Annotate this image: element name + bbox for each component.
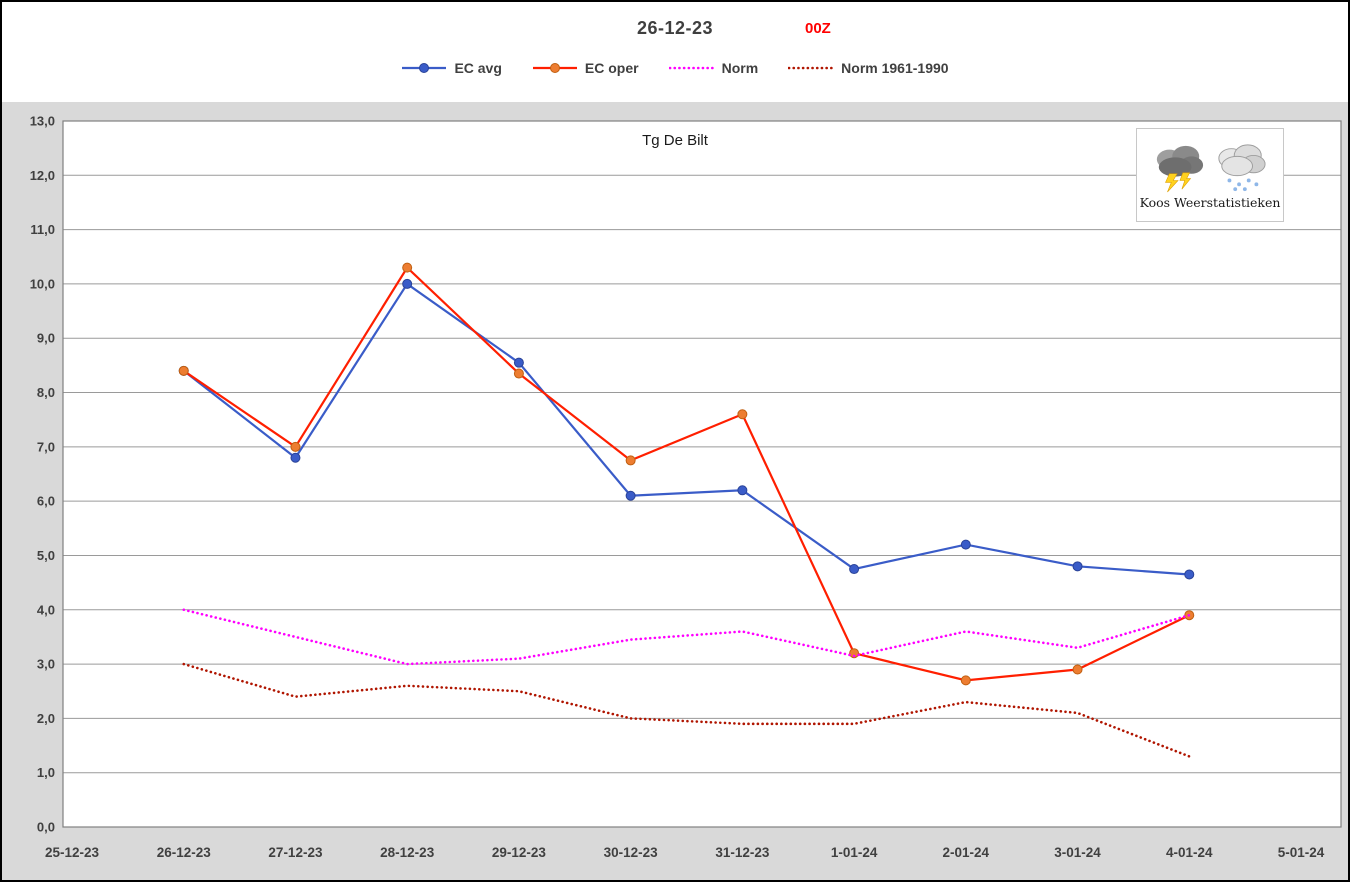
data-marker-ec-avg — [290, 452, 301, 463]
legend-sample-ec-oper — [532, 63, 577, 73]
y-tick-label: 1,0 — [37, 765, 55, 780]
data-marker-ec-oper — [513, 368, 524, 379]
x-tick-label: 27-12-23 — [268, 845, 323, 860]
y-tick-label: 13,0 — [30, 114, 55, 129]
x-tick-label: 4-01-24 — [1166, 845, 1213, 860]
legend-item-ec-avg: EC avg — [401, 60, 502, 76]
data-marker-ec-avg — [960, 539, 971, 550]
title-row: 26-12-23 00Z — [2, 2, 1348, 54]
data-marker-ec-oper — [178, 365, 189, 376]
data-marker-ec-avg — [1072, 561, 1083, 572]
logo-box: Koos Weerstatistieken — [1136, 128, 1284, 222]
x-tick-label: 1-01-24 — [831, 845, 878, 860]
data-marker-ec-avg — [402, 278, 413, 289]
x-tick-label: 30-12-23 — [604, 845, 659, 860]
y-tick-label: 11,0 — [30, 222, 55, 237]
x-tick-label: 2-01-24 — [943, 845, 990, 860]
series-line-norm-1961-1990 — [182, 662, 1191, 758]
y-tick-label: 4,0 — [37, 602, 55, 617]
x-tick-label: 5-01-24 — [1278, 845, 1325, 860]
legend-label-ec-avg: EC avg — [454, 60, 502, 76]
data-marker-ec-oper — [625, 455, 636, 466]
x-tick-label: 3-01-24 — [1054, 845, 1101, 860]
data-marker-ec-avg — [1184, 569, 1195, 580]
x-tick-label: 29-12-23 — [492, 845, 547, 860]
data-marker-ec-oper — [290, 441, 301, 452]
plot-border — [62, 120, 1342, 828]
chart-area: 0,0 1,0 2,0 3,0 4,0 5,0 6,0 7,0 8,0 9,0 10,0 11,0 12… — [2, 102, 1348, 880]
snow-cloud-icon — [1218, 143, 1266, 191]
series-line-ec-avg — [183, 282, 1190, 576]
y-tick-label: 9,0 — [37, 331, 55, 346]
y-tick-label: 2,0 — [37, 711, 55, 726]
legend-label-ec-oper: EC oper — [584, 60, 639, 76]
legend: EC avg EC oper Norm Norm 1961-1990 — [2, 54, 1348, 82]
x-tick-label: 31-12-23 — [715, 845, 770, 860]
logo-caption: Koos Weerstatistieken — [1139, 194, 1281, 210]
plot-background — [63, 121, 1341, 827]
legend-item-norm: Norm — [668, 60, 759, 76]
data-marker-ec-oper — [737, 409, 748, 420]
storm-cloud-icon — [1156, 145, 1204, 192]
y-tick-label: 0,0 — [37, 820, 55, 835]
data-marker-ec-oper — [849, 648, 860, 659]
data-marker-ec-avg — [513, 357, 524, 368]
legend-sample-norm — [668, 66, 715, 70]
y-tick-label: 10,0 — [30, 276, 55, 291]
x-tick-label: 28-12-23 — [380, 845, 435, 860]
data-marker-ec-oper — [402, 262, 413, 273]
y-tick-label: 7,0 — [37, 439, 55, 454]
legend-sample-norm-1961-1990 — [788, 66, 835, 70]
series-line-ec-oper — [183, 265, 1190, 682]
series-line-norm — [182, 608, 1191, 666]
y-tick-label: 8,0 — [37, 385, 55, 400]
plot-title: Tg De Bilt — [642, 132, 708, 149]
model-run-label: 00Z — [805, 20, 831, 37]
legend-item-norm-1961-1990: Norm 1961-1990 — [788, 60, 949, 76]
data-marker-ec-avg — [849, 564, 860, 575]
data-marker-ec-oper — [1072, 664, 1083, 675]
logo-icons — [1150, 141, 1270, 193]
legend-label-norm: Norm — [721, 60, 759, 76]
x-tick-label: 26-12-23 — [157, 845, 212, 860]
legend-label-norm-1961-1990: Norm 1961-1990 — [841, 60, 949, 76]
data-marker-ec-oper — [960, 675, 971, 686]
data-marker-ec-avg — [737, 485, 748, 496]
y-tick-label: 6,0 — [37, 494, 55, 509]
y-tick-label: 12,0 — [30, 168, 55, 183]
data-marker-ec-avg — [625, 490, 636, 501]
x-tick-label: 25-12-23 — [45, 845, 100, 860]
chart: 0,0 1,0 2,0 3,0 4,0 5,0 6,0 7,0 8,0 9,0 10,0 11,0 12… — [30, 114, 1342, 860]
legend-item-ec-oper: EC oper — [532, 60, 639, 76]
y-tick-label: 5,0 — [37, 548, 55, 563]
legend-sample-ec-avg — [402, 63, 447, 73]
y-tick-label: 3,0 — [37, 657, 55, 672]
chart-date-title: 26-12-23 — [636, 18, 714, 38]
